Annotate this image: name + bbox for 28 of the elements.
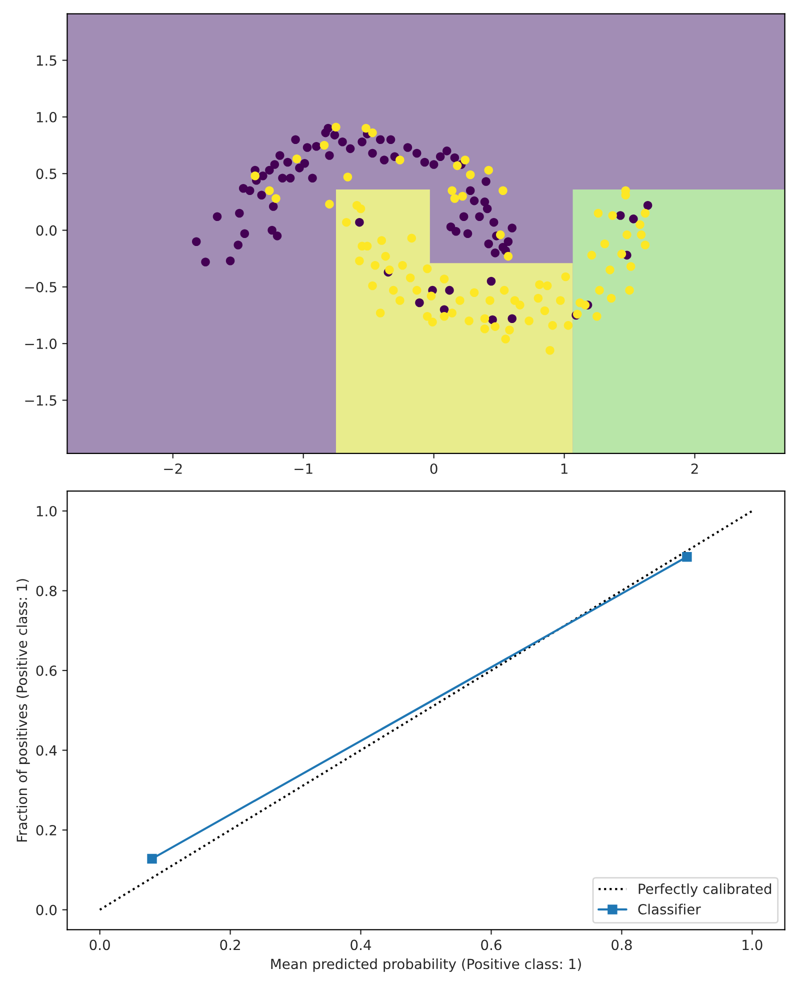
x-tick-label: 0.8 — [612, 940, 632, 950]
x-tick-label: 0 — [430, 463, 438, 474]
y-tick-label: 1.5 — [36, 55, 56, 66]
x-axis-title: Mean predicted probability (Positive class: 1) — [271, 958, 581, 972]
y-tick-label: −1.5 — [25, 395, 56, 406]
legend-label: Classifier — [638, 904, 701, 915]
y-tick-label: 1.0 — [36, 506, 57, 516]
y-axis-title: Fraction of positives (Positive class: 1) — [16, 579, 30, 842]
x-tick-label: 0.6 — [481, 940, 502, 950]
y-tick-label: 0.4 — [36, 745, 57, 756]
y-tick-label: 0.0 — [36, 225, 57, 236]
x-tick-label: 0.4 — [350, 940, 372, 950]
x-tick-label: 1.0 — [742, 940, 762, 950]
x-tick-label: 2 — [691, 463, 698, 474]
x-tick-label: 0.2 — [220, 940, 240, 950]
y-tick-label: 0.0 — [36, 904, 57, 916]
y-tick-label: 0.8 — [36, 586, 57, 596]
x-tick-label: −1 — [294, 464, 312, 474]
x-tick-label: −2 — [164, 463, 182, 474]
legend-label: Perfectly calibrated — [638, 883, 772, 897]
x-tick-label: 1 — [561, 464, 568, 474]
y-tick-label: 0.5 — [36, 168, 56, 180]
y-tick-label: 0.2 — [36, 824, 56, 836]
y-tick-label: 1.0 — [36, 112, 57, 122]
y-tick-label: −0.5 — [25, 282, 56, 292]
x-tick-label: 0.0 — [90, 940, 110, 950]
y-tick-label: −1.0 — [25, 338, 57, 350]
y-tick-label: 0.6 — [36, 665, 57, 676]
